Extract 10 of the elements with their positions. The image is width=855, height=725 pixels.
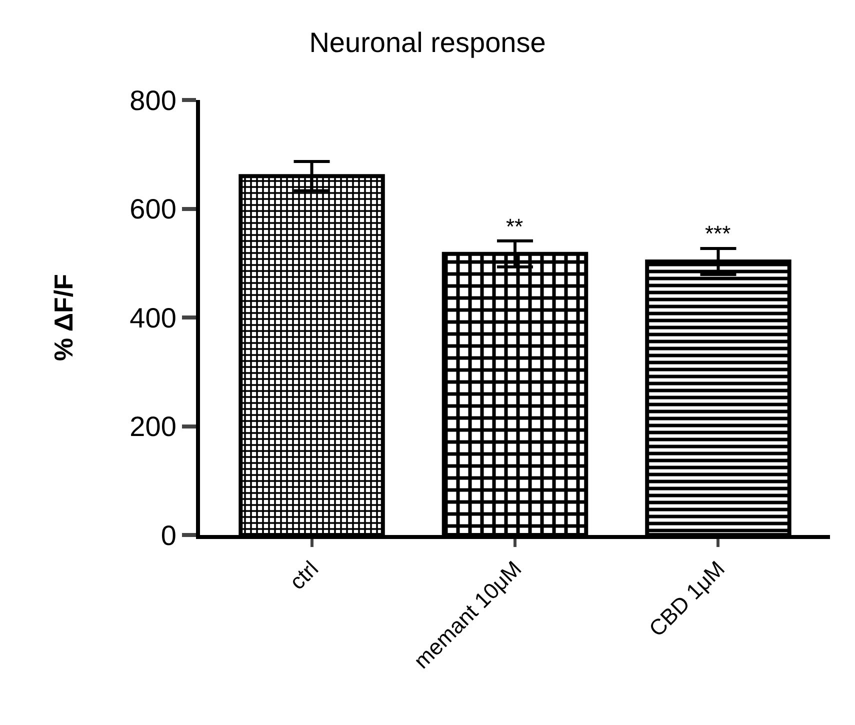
annotation: *** [705,221,732,246]
y-tick-label: 200 [130,411,176,442]
y-tick-label: 400 [130,302,176,334]
y-tick-label: 0 [160,520,176,551]
x-tick-label: ctrl [284,556,324,594]
y-tick-label: 600 [130,194,176,225]
y-axis-title: % ΔF/F [48,274,79,362]
annotation: ** [506,214,524,239]
chart-title: Neuronal response [309,27,546,58]
y-tick-label: 800 [130,84,176,116]
